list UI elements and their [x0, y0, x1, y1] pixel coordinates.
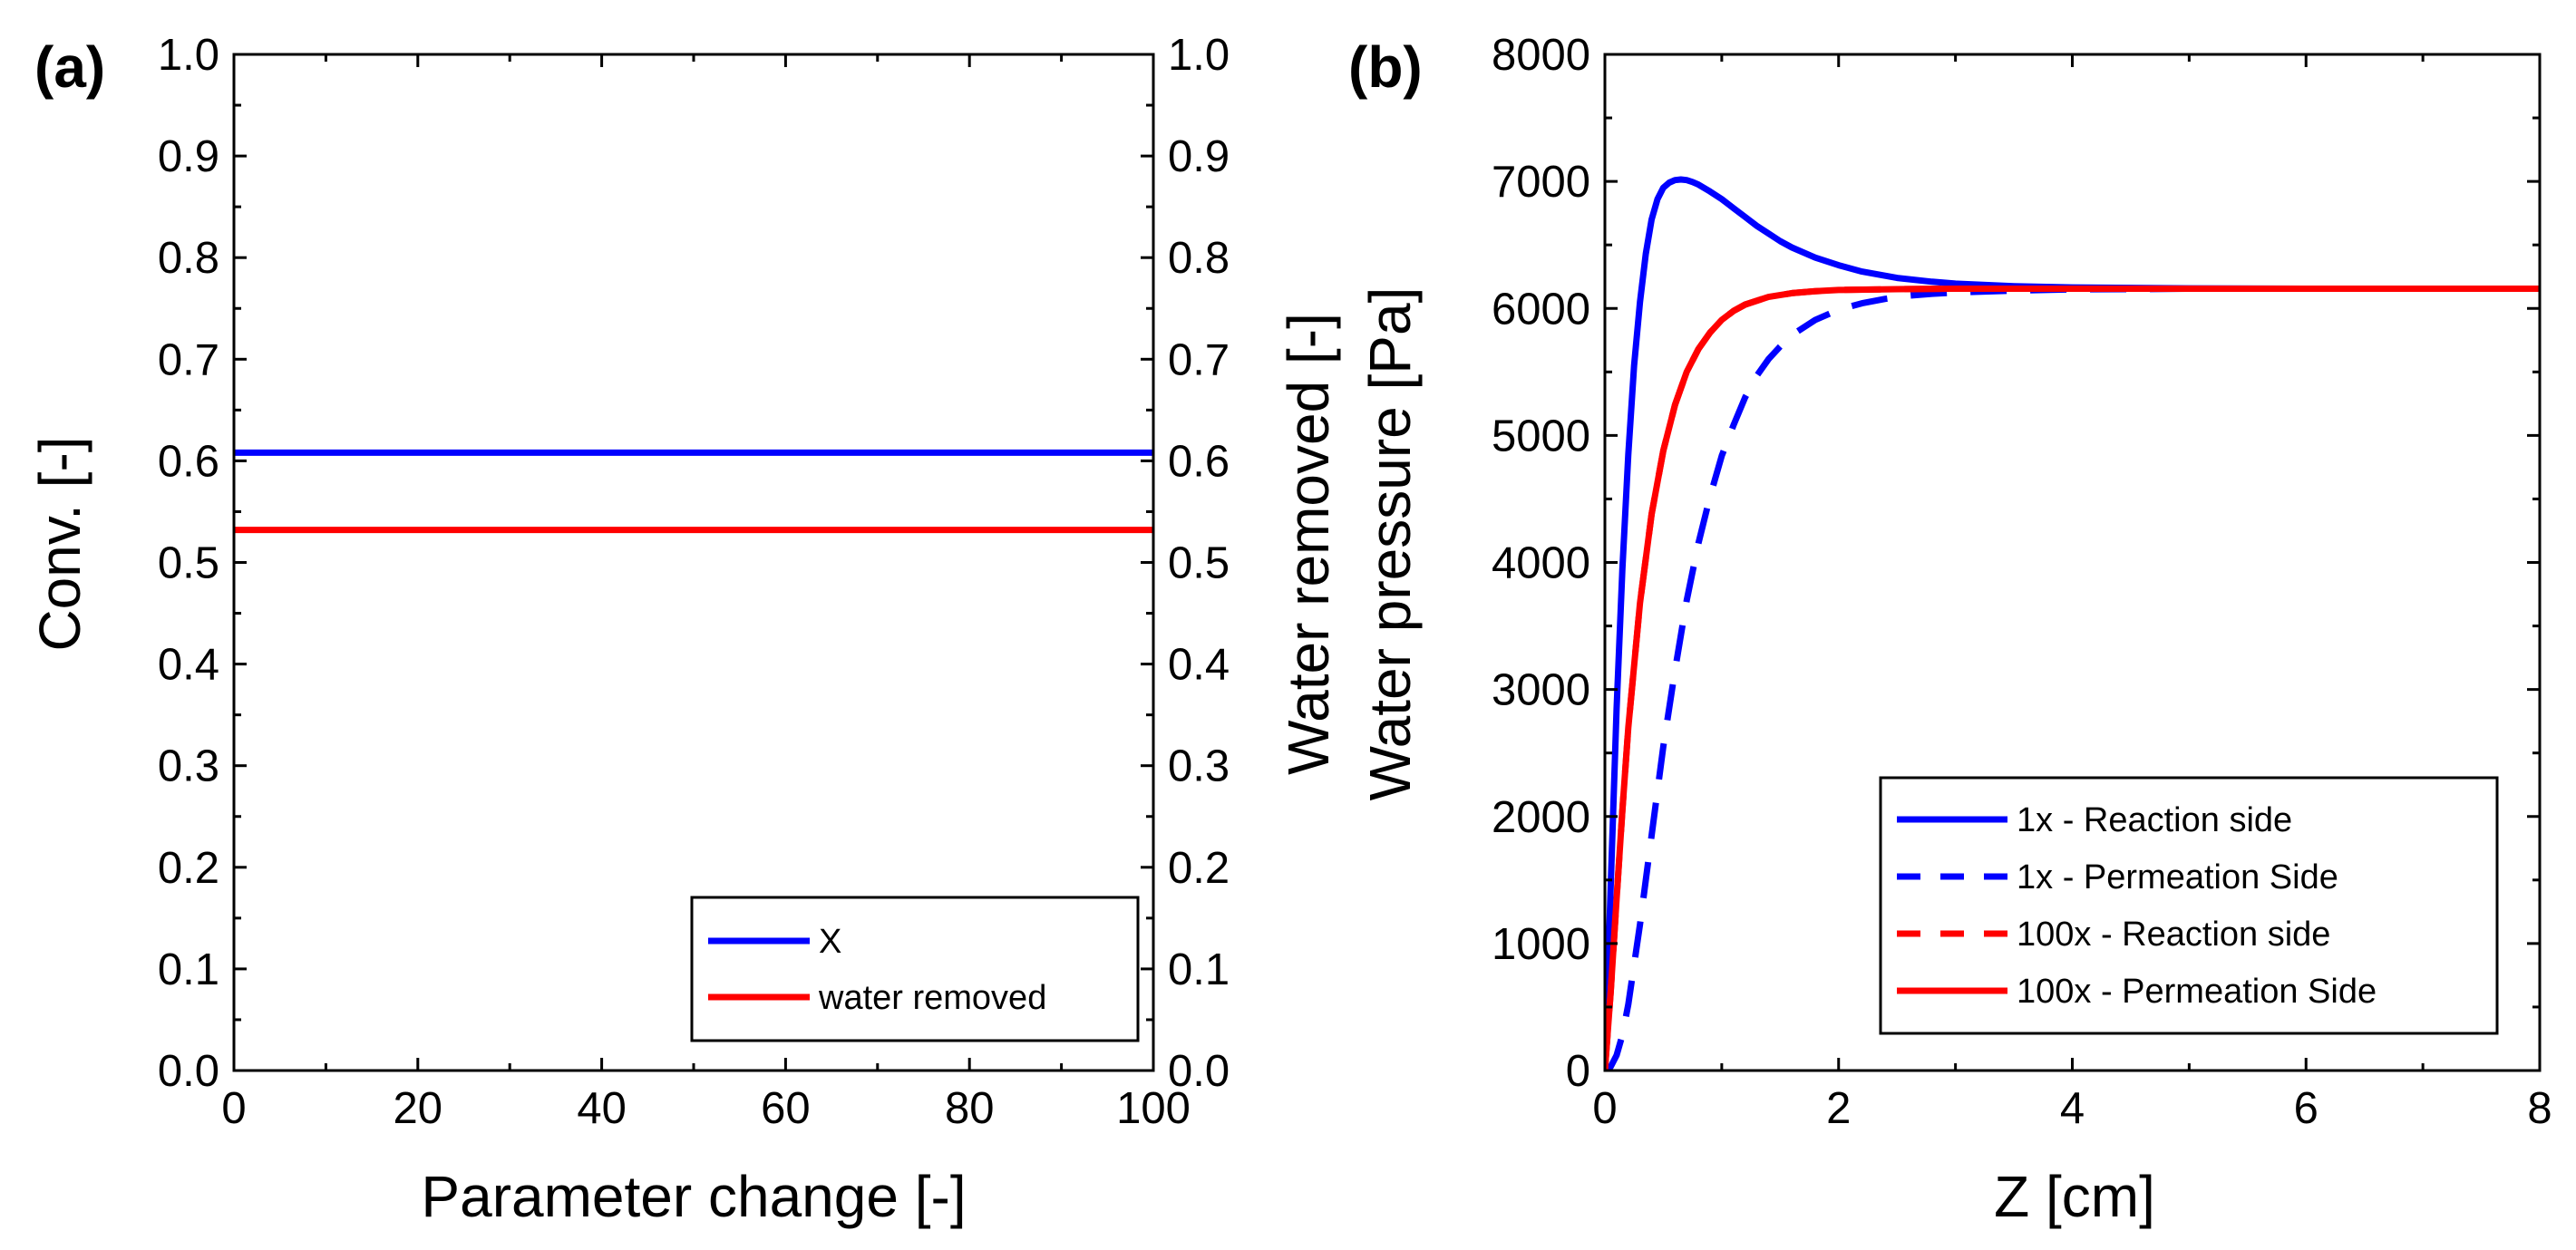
panel-b-ytick-label: 3000 — [1492, 666, 1590, 715]
panel-b-label: (b) — [1348, 34, 1423, 100]
panel-b-series-100x-permeation-side — [1605, 286, 2540, 1071]
panel-a-ytick-label: 0.8 — [158, 234, 219, 283]
panel-a-y2tick-label: 0.1 — [1168, 945, 1230, 994]
panel-a-xlabel: Parameter change [-] — [421, 1164, 966, 1229]
panel-b-ytick-label: 2000 — [1492, 793, 1590, 842]
panel-a: (a) 0 20 40 60 80 1000.0 0.00.1 0.10.2 0.20.3 0.3… — [27, 31, 1341, 1229]
panel-a-y2tick-label: 1.0 — [1168, 31, 1230, 80]
panel-a-y2tick-label: 0.3 — [1168, 742, 1230, 791]
panel-a-ytick-label: 0.0 — [158, 1047, 219, 1096]
panel-a-legend-label-x: X — [819, 923, 841, 961]
panel-b-ytick-label: 1000 — [1492, 920, 1590, 969]
panel-a-ytick-label: 1.0 — [158, 31, 219, 80]
panel-b-ytick-label: 5000 — [1492, 412, 1590, 460]
panel-b-ytick-label: 0 — [1566, 1047, 1590, 1096]
panel-a-y2tick-label: 0.6 — [1168, 437, 1230, 486]
panel-a-xtick-label: 20 — [394, 1084, 443, 1133]
panel-b-legend: 1x - Reaction side 1x - Permeation Side 10… — [1879, 776, 2499, 1035]
panel-a-ytick-label: 0.3 — [158, 742, 219, 791]
panel-a-y2tick-label: 0.8 — [1168, 234, 1230, 283]
panel-b-ytick-label: 6000 — [1492, 285, 1590, 334]
panel-a-xtick-label: 60 — [761, 1084, 811, 1133]
panel-a-legend-box — [690, 896, 1140, 1042]
panel-b-series-1x-reaction-side — [1605, 176, 2540, 1071]
panel-b-legend-label-100x-reaction-side: 100x - Reaction side — [2017, 916, 2330, 954]
panel-b-xtick-label: 4 — [2060, 1084, 2085, 1133]
panel-b-ylabel: Water pressure [Pa] — [1357, 287, 1423, 801]
panel-a-y2tick-label: 0.0 — [1168, 1047, 1230, 1096]
panel-a-ytick-label: 0.4 — [158, 641, 219, 690]
panel-a-xtick-label: 0 — [221, 1084, 246, 1133]
panel-a-ytick-label: 0.5 — [158, 539, 219, 588]
panel-b-xtick-label: 6 — [2294, 1084, 2318, 1133]
panel-b-legend-label-100x-permeation-side: 100x - Permeation Side — [2017, 973, 2377, 1011]
panel-b-xlabel: Z [cm] — [1994, 1164, 2155, 1229]
panel-a-legend-label-water-removed: water removed — [818, 979, 1046, 1017]
panel-a-y2tick-label: 0.4 — [1168, 641, 1230, 690]
panel-a-y2tick-label: 0.9 — [1168, 132, 1230, 181]
panel-a-ytick-label: 0.2 — [158, 844, 219, 893]
panel-a-ytick-label: 0.7 — [158, 335, 219, 384]
panel-b-ytick-label: 7000 — [1492, 158, 1590, 207]
panel-a-y2tick-label: 0.7 — [1168, 335, 1230, 384]
panel-a-xtick-label: 40 — [577, 1084, 627, 1133]
panel-b-legend-label-1x-reaction-side: 1x - Reaction side — [2017, 801, 2292, 839]
panel-a-xtick-label: 80 — [945, 1084, 995, 1133]
panel-a-ytick-label: 0.1 — [158, 945, 219, 994]
panel-a-label: (a) — [34, 34, 105, 100]
panel-b-legend-label-1x-permeation-side: 1x - Permeation Side — [2017, 858, 2338, 896]
panel-a-ylabel: Conv. [-] — [27, 436, 92, 651]
panel-a-y2tick-label: 0.2 — [1168, 844, 1230, 893]
panel-a-y2tick-label: 0.5 — [1168, 539, 1230, 588]
panel-a-y2label: Water removed [-] — [1276, 313, 1341, 775]
panel-b-ytick-label: 4000 — [1492, 539, 1590, 588]
panel-a-plot-area: 0 20 40 60 80 1000.0 0.00.1 0.10.2 0.20.3 0.30.4 0… — [158, 31, 1230, 1133]
panel-a-ytick-label: 0.9 — [158, 132, 219, 181]
panel-b-xtick-label: 0 — [1592, 1084, 1617, 1133]
panel-b-xtick-label: 2 — [1826, 1084, 1851, 1133]
panel-b-ytick-label: 8000 — [1492, 31, 1590, 80]
panel-a-xtick-label: 100 — [1116, 1084, 1191, 1133]
panel-b-xtick-label: 8 — [2527, 1084, 2552, 1133]
panel-b-plot-area: 0 2 4 6 8 0 1000 2000 3000 4000 5000 6000 7000 8000 1x… — [1492, 31, 2552, 1133]
panel-b: (b) 0 2 4 6 8 0 1000 2000 3000 4000 5000 6000 7000 80… — [1348, 31, 2552, 1229]
panel-a-ytick-label: 0.6 — [158, 437, 219, 486]
